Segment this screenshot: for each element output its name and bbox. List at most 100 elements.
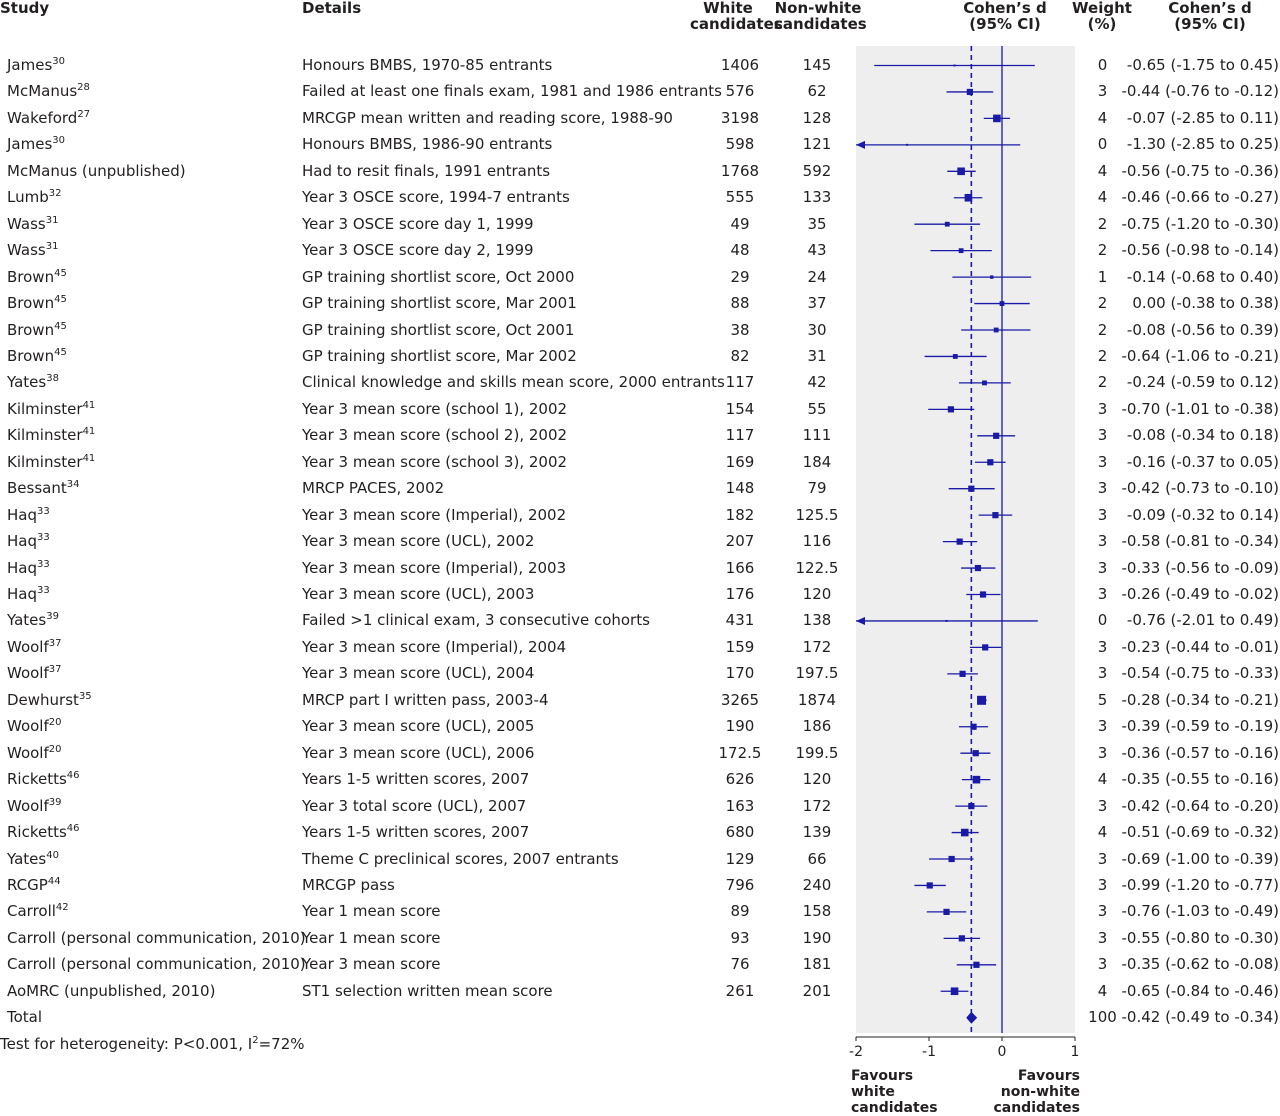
study-point xyxy=(943,908,950,915)
header-effect-line2: (95% CI) xyxy=(969,15,1041,33)
study-author: Wakeford xyxy=(7,108,78,127)
study-author: Woolf xyxy=(7,717,49,736)
study-name: Kilminster41 xyxy=(7,396,95,422)
weight-value: 4 xyxy=(1097,770,1108,789)
study-point xyxy=(992,512,999,519)
table-row: Dewhurst35 MRCP part I written pass, 2003… xyxy=(0,687,1280,713)
study-point xyxy=(964,193,973,202)
study-author: Bessant xyxy=(7,479,67,498)
study-author: Kilminster xyxy=(7,426,83,445)
white-count: 159 xyxy=(725,637,755,656)
study-reference: 42 xyxy=(55,902,69,914)
study-details: MRCGP pass xyxy=(302,875,395,894)
study-reference: 45 xyxy=(54,294,67,306)
nonwhite-count: 181 xyxy=(802,955,832,974)
study-details: Year 3 OSCE score day 2, 1999 xyxy=(302,241,534,260)
study-point xyxy=(979,591,987,598)
table-row: Haq33 Year 3 mean score (Imperial), 2003 1… xyxy=(0,555,1280,581)
study-reference: 31 xyxy=(45,241,59,253)
white-count: 29 xyxy=(730,267,750,286)
total-ci-text: -0.42 (-0.49 to -0.34) xyxy=(1121,1008,1280,1027)
study-point xyxy=(959,670,966,677)
table-row: Wakeford27 MRCGP mean written and reading… xyxy=(0,105,1280,131)
study-reference: 20 xyxy=(48,717,62,729)
study-point xyxy=(987,459,994,466)
table-row: Haq33 Year 3 mean score (UCL), 2002 207 116… xyxy=(0,528,1280,554)
white-count: 431 xyxy=(725,611,755,630)
study-reference: 33 xyxy=(37,558,50,570)
white-count: 129 xyxy=(725,849,755,868)
white-count: 76 xyxy=(730,955,750,974)
study-details: Clinical knowledge and skills mean score… xyxy=(302,373,725,392)
study-name: Yates39 xyxy=(7,607,59,633)
total-row: Total 100 -0.42 (-0.49 to -0.34) xyxy=(0,1004,1280,1030)
table-row: Yates40 Theme C preclinical scores, 2007 … xyxy=(0,846,1280,872)
header-weight: Weight (%) xyxy=(1070,0,1134,32)
study-details: Year 3 mean score (UCL), 2003 xyxy=(302,585,535,603)
study-reference: 20 xyxy=(48,743,62,755)
table-row: Ricketts46 Years 1-5 written scores, 2007… xyxy=(0,819,1280,845)
weight-value: 4 xyxy=(1097,823,1108,842)
nonwhite-count: 43 xyxy=(807,241,827,260)
nonwhite-count: 120 xyxy=(802,770,832,789)
study-reference: 40 xyxy=(46,849,59,861)
table-row: Kilminster41 Year 3 mean score (school 2)… xyxy=(0,422,1280,448)
study-name: Woolf37 xyxy=(7,660,62,686)
study-details: Year 3 mean score (Imperial), 2002 xyxy=(302,505,567,524)
study-author: Haq xyxy=(7,585,37,603)
weight-value: 0 xyxy=(1097,135,1108,154)
study-details: Had to resit finals, 1991 entrants xyxy=(302,161,551,180)
study-details: GP training shortlist score, Mar 2002 xyxy=(302,346,577,365)
study-details: Honours BMBS, 1986-90 entrants xyxy=(302,135,553,154)
ci-text: -0.64 (-1.06 to -0.21) xyxy=(1121,346,1280,365)
study-details: Year 3 mean score (UCL), 2004 xyxy=(302,664,535,683)
study-name: Yates40 xyxy=(7,846,59,872)
nonwhite-count: 128 xyxy=(802,108,832,127)
white-count: 169 xyxy=(725,452,755,471)
nonwhite-count: 158 xyxy=(802,902,832,921)
weight-value: 3 xyxy=(1097,955,1108,974)
header-nonwhite-line2: candidates xyxy=(774,15,867,33)
study-point xyxy=(926,882,933,889)
table-row: AoMRC (unpublished, 2010) ST1 selection w… xyxy=(0,978,1280,1004)
study-name: James30 xyxy=(7,52,65,78)
heterogeneity-suffix: =72% xyxy=(258,1035,305,1053)
white-count: 163 xyxy=(725,796,755,815)
nonwhite-count: 1874 xyxy=(797,690,837,709)
study-name: James30 xyxy=(7,131,65,157)
study-author: Wass xyxy=(7,241,46,260)
header-details: Details xyxy=(302,0,362,17)
nonwhite-count: 35 xyxy=(807,214,827,233)
study-reference: 30 xyxy=(52,135,66,147)
ci-text: -1.30 (-2.85 to 0.25) xyxy=(1126,135,1279,154)
header-effect: Cohen’s d (95% CI) xyxy=(955,0,1055,32)
white-count: 89 xyxy=(730,902,750,921)
study-author: Ricketts xyxy=(7,770,67,789)
table-row: Haq33 Year 3 mean score (Imperial), 2002 1… xyxy=(0,502,1280,528)
ci-text: -0.76 (-2.01 to 0.49) xyxy=(1126,611,1279,630)
nonwhite-count: 24 xyxy=(807,267,827,286)
study-author: Haq xyxy=(7,505,37,524)
study-reference: 33 xyxy=(37,532,50,544)
study-reference: 39 xyxy=(48,796,62,808)
ci-text: -0.42 (-0.73 to -0.10) xyxy=(1121,479,1280,498)
ci-text: -0.24 (-0.59 to 0.12) xyxy=(1126,373,1279,392)
study-details: GP training shortlist score, Oct 2001 xyxy=(302,320,575,339)
ci-text: 0.00 (-0.38 to 0.38) xyxy=(1132,294,1279,313)
nonwhite-count: 62 xyxy=(807,82,827,101)
study-author: McManus (unpublished) xyxy=(7,161,186,180)
study-details: Year 3 OSCE score, 1994-7 entrants xyxy=(302,188,570,207)
study-author: Lumb xyxy=(7,188,49,207)
x-tick-label: 0 xyxy=(998,1044,1007,1060)
study-name: Haq33 xyxy=(7,555,50,581)
study-point xyxy=(947,406,954,413)
ci-arrow-left xyxy=(856,140,865,149)
study-name: Kilminster41 xyxy=(7,449,95,475)
table-row: James30 Honours BMBS, 1970-85 entrants 140… xyxy=(0,52,1280,78)
study-author: Yates xyxy=(7,611,47,630)
study-name: Wass31 xyxy=(7,237,58,263)
nonwhite-count: 190 xyxy=(802,928,832,947)
study-name: Haq33 xyxy=(7,528,50,554)
white-count: 261 xyxy=(725,981,755,1000)
study-point xyxy=(958,248,964,254)
